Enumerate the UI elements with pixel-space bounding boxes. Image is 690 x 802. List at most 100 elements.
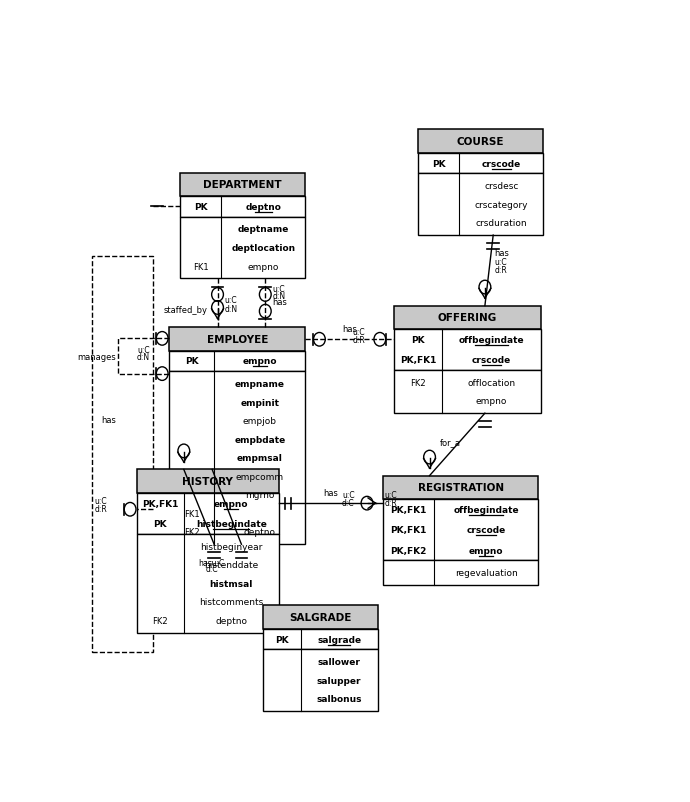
Text: deptno: deptno xyxy=(244,528,276,537)
Text: FK1: FK1 xyxy=(184,509,199,518)
Text: for_a: for_a xyxy=(440,438,461,447)
Text: d:R: d:R xyxy=(95,504,107,513)
Text: empbdate: empbdate xyxy=(234,435,286,444)
Text: empinit: empinit xyxy=(240,398,279,407)
Text: d:R: d:R xyxy=(353,336,365,345)
Bar xyxy=(169,371,306,545)
Text: hasu:C: hasu:C xyxy=(198,558,224,567)
Text: deptlocation: deptlocation xyxy=(231,244,295,253)
Text: regevaluation: regevaluation xyxy=(455,569,518,577)
Text: crscategory: crscategory xyxy=(475,200,528,209)
Text: crsdesc: crsdesc xyxy=(484,182,519,191)
Text: FK2: FK2 xyxy=(152,616,168,625)
Text: empname: empname xyxy=(235,379,285,388)
Text: PK,FK1: PK,FK1 xyxy=(142,499,179,508)
Text: empno: empno xyxy=(469,546,504,555)
Text: FK1: FK1 xyxy=(193,262,208,271)
Text: histenddate: histenddate xyxy=(204,561,259,569)
Bar xyxy=(418,154,544,174)
Text: crscode: crscode xyxy=(466,525,506,535)
Text: has: has xyxy=(495,249,509,257)
Text: salbonus: salbonus xyxy=(317,695,362,703)
Text: empcomm: empcomm xyxy=(236,472,284,481)
Text: PK,FK1: PK,FK1 xyxy=(391,505,427,514)
Text: deptno: deptno xyxy=(215,616,247,625)
Text: offlocation: offlocation xyxy=(467,379,515,387)
Bar xyxy=(418,130,544,154)
Bar xyxy=(169,328,306,351)
Text: empno: empno xyxy=(248,262,279,271)
Text: has: has xyxy=(101,415,116,425)
Text: SALGRADE: SALGRADE xyxy=(289,613,351,622)
Text: empno: empno xyxy=(476,397,507,406)
Text: FK2: FK2 xyxy=(410,379,426,387)
Bar xyxy=(137,470,279,493)
Text: PK,FK1: PK,FK1 xyxy=(400,356,436,365)
Text: deptname: deptname xyxy=(238,225,289,234)
Text: u:C: u:C xyxy=(353,328,365,337)
Text: has: has xyxy=(273,298,287,306)
Text: empmsal: empmsal xyxy=(237,454,283,463)
Text: d:R: d:R xyxy=(385,498,397,508)
Text: deptno: deptno xyxy=(246,203,282,212)
Text: PK,FK1: PK,FK1 xyxy=(391,525,427,535)
Bar xyxy=(383,476,538,500)
Text: d:N: d:N xyxy=(273,292,286,301)
Text: EMPLOYEE: EMPLOYEE xyxy=(206,334,268,345)
Text: offbegindate: offbegindate xyxy=(453,505,519,514)
Text: histmsal: histmsal xyxy=(210,579,253,588)
Text: offbegindate: offbegindate xyxy=(459,335,524,344)
Bar xyxy=(92,257,153,652)
Bar xyxy=(394,371,541,414)
Bar xyxy=(137,534,279,633)
Text: salupper: salupper xyxy=(317,676,362,685)
Text: PK: PK xyxy=(154,520,167,529)
Text: staffed_by: staffed_by xyxy=(164,306,208,314)
Text: u:C: u:C xyxy=(342,490,355,500)
Text: crscode: crscode xyxy=(472,356,511,365)
Text: FK2: FK2 xyxy=(184,528,199,537)
Text: d:R: d:R xyxy=(495,266,507,275)
Bar xyxy=(263,606,377,630)
Text: manages: manages xyxy=(77,353,117,362)
Bar xyxy=(137,493,279,534)
Bar xyxy=(180,197,306,217)
Text: DEPARTMENT: DEPARTMENT xyxy=(204,180,282,190)
Text: d:N: d:N xyxy=(137,352,150,362)
Text: u:C: u:C xyxy=(273,285,285,294)
Text: empno: empno xyxy=(214,499,248,508)
Bar xyxy=(180,217,306,279)
Text: REGISTRATION: REGISTRATION xyxy=(417,483,504,492)
Text: COURSE: COURSE xyxy=(457,137,504,147)
Bar xyxy=(263,630,377,650)
Text: u:C: u:C xyxy=(385,490,397,500)
Bar xyxy=(383,561,538,585)
Text: PK: PK xyxy=(411,335,425,344)
Text: u:C: u:C xyxy=(495,257,507,267)
Text: mgrno: mgrno xyxy=(245,491,275,500)
Text: u:C: u:C xyxy=(95,496,107,505)
Text: HISTORY: HISTORY xyxy=(182,476,233,487)
Bar xyxy=(418,174,544,236)
Text: OFFERING: OFFERING xyxy=(437,313,497,323)
Bar xyxy=(263,650,377,711)
Text: PK: PK xyxy=(275,635,288,644)
Text: u:C: u:C xyxy=(137,346,150,354)
Bar xyxy=(394,306,541,330)
Text: PK: PK xyxy=(185,357,199,366)
Text: d:C: d:C xyxy=(205,565,218,573)
Text: has: has xyxy=(324,488,338,497)
Text: PK: PK xyxy=(432,160,445,168)
Bar xyxy=(180,173,306,197)
Text: histbeginyear: histbeginyear xyxy=(200,542,262,551)
Text: histbegindate: histbegindate xyxy=(196,520,267,529)
Text: crsduration: crsduration xyxy=(475,219,527,228)
Text: empno: empno xyxy=(243,357,277,366)
Text: crscode: crscode xyxy=(482,160,521,168)
Text: histcomments: histcomments xyxy=(199,597,264,606)
Text: empjob: empjob xyxy=(243,416,277,426)
Text: d:N: d:N xyxy=(224,305,237,314)
Text: PK: PK xyxy=(194,203,208,212)
Bar xyxy=(394,330,541,371)
Text: has: has xyxy=(342,325,357,334)
